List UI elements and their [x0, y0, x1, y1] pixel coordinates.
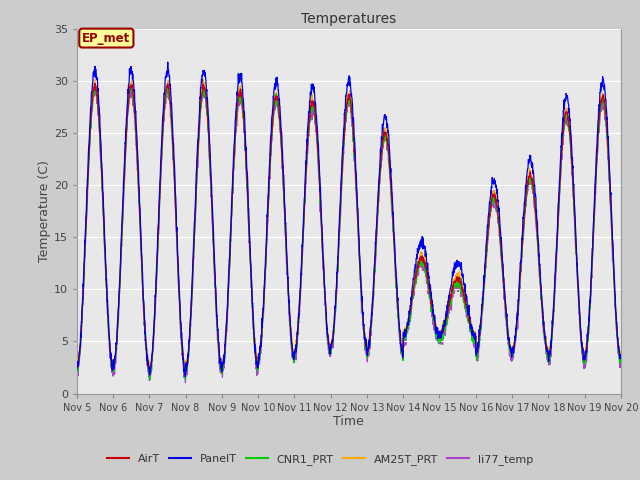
Legend: AirT, PanelT, CNR1_PRT, AM25T_PRT, li77_temp: AirT, PanelT, CNR1_PRT, AM25T_PRT, li77_… — [102, 450, 538, 469]
Text: EP_met: EP_met — [82, 32, 131, 45]
Title: Temperatures: Temperatures — [301, 12, 396, 26]
X-axis label: Time: Time — [333, 415, 364, 429]
Y-axis label: Temperature (C): Temperature (C) — [38, 160, 51, 262]
